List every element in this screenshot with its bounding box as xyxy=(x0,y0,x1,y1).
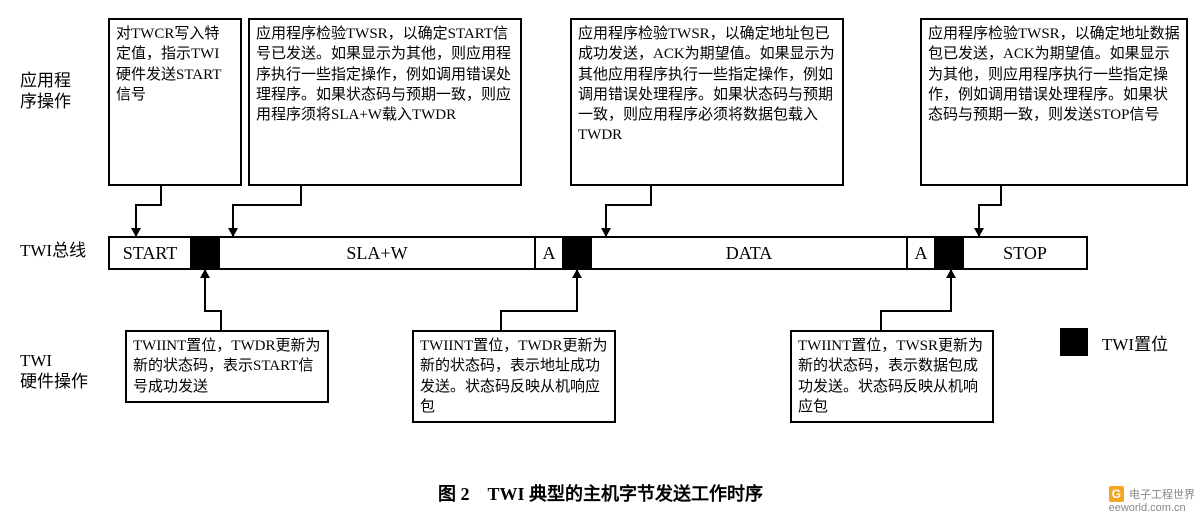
legend: TWI置位 xyxy=(1060,328,1168,356)
bus-seg-start: START xyxy=(110,238,192,268)
top-conn-3-v1 xyxy=(650,186,652,204)
bus-seg-ack-2: A xyxy=(908,238,936,268)
top-conn-1-v2 xyxy=(135,204,137,236)
top-box-1: 对TWCR写入特定值，指示TWI硬件发送START信号 xyxy=(108,18,242,186)
label-twi-bus: TWI总线 xyxy=(20,240,86,261)
top-conn-4-v2 xyxy=(978,204,980,236)
top-conn-4-h xyxy=(978,204,1002,206)
watermark-logo: G xyxy=(1109,486,1124,502)
top-conn-4-v1 xyxy=(1000,186,1002,204)
watermark: G 电子工程世界 eeworld.com.cn xyxy=(1109,486,1195,514)
figure-caption: 图 2 TWI 典型的主机字节发送工作时序 xyxy=(0,480,1201,506)
top-box-4: 应用程序检验TWSR，以确定地址数据包已发送，ACK为期望值。如果显示为其他，则… xyxy=(920,18,1188,186)
legend-swatch xyxy=(1060,328,1088,356)
top-conn-2-v1 xyxy=(300,186,302,204)
watermark-line2: eeworld.com.cn xyxy=(1109,502,1186,514)
top-conn-1-h xyxy=(135,204,162,206)
twi-bus-row: START SLA+W A DATA A STOP xyxy=(108,236,1088,270)
label-hw-ops: TWI 硬件操作 xyxy=(20,350,88,393)
bot-conn-2-h xyxy=(500,310,578,312)
top-box-3: 应用程序检验TWSR，以确定地址包已成功发送，ACK为期望值。如果显示为其他应用… xyxy=(570,18,844,186)
bot-conn-1-v1 xyxy=(220,310,222,330)
label-app-ops: 应用程 序操作 xyxy=(20,70,104,113)
bot-conn-2-v1 xyxy=(500,310,502,330)
bus-seg-slaw: SLA+W xyxy=(220,238,536,268)
watermark-line1: 电子工程世界 xyxy=(1129,489,1195,501)
bottom-box-2: TWIINT置位，TWDR更新为新的状态码，表示地址成功发送。状态码反映从机响应… xyxy=(412,330,616,423)
top-conn-3-v2 xyxy=(605,204,607,236)
bot-conn-2-v2 xyxy=(576,270,578,310)
bus-seg-ack-1: A xyxy=(536,238,564,268)
bus-seg-black-1 xyxy=(192,238,220,268)
top-conn-2-v2 xyxy=(232,204,234,236)
bus-seg-stop: STOP xyxy=(964,238,1086,268)
top-conn-1-v1 xyxy=(160,186,162,204)
top-box-2: 应用程序检验TWSR，以确定START信号已发送。如果显示为其他，则应用程序执行… xyxy=(248,18,522,186)
bus-seg-black-2 xyxy=(564,238,592,268)
bot-conn-3-h xyxy=(880,310,952,312)
top-conn-2-h xyxy=(232,204,302,206)
bot-conn-1-v2 xyxy=(204,270,206,310)
bot-conn-3-v1 xyxy=(880,310,882,330)
legend-label: TWI置位 xyxy=(1102,335,1168,354)
bot-conn-1-h xyxy=(204,310,222,312)
bottom-box-3: TWIINT置位，TWSR更新为新的状态码，表示数据包成功发送。状态码反映从机响… xyxy=(790,330,994,423)
bot-conn-3-v2 xyxy=(950,270,952,310)
top-conn-3-h xyxy=(605,204,652,206)
bus-seg-data: DATA xyxy=(592,238,908,268)
bus-seg-black-3 xyxy=(936,238,964,268)
bottom-box-1: TWIINT置位，TWDR更新为新的状态码，表示START信号成功发送 xyxy=(125,330,329,403)
